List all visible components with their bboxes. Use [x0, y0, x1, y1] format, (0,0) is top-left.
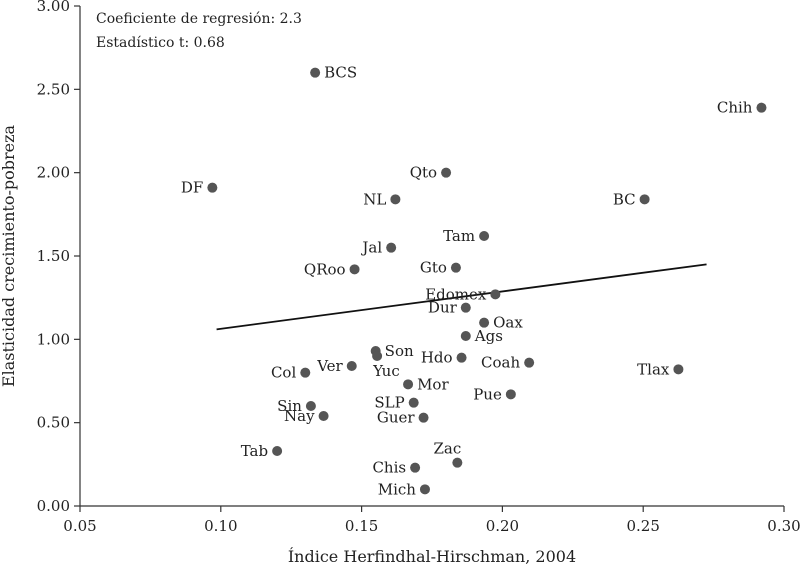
data-point-bcs: [310, 67, 321, 78]
data-point-bc: [639, 194, 650, 205]
point-label-bc: BC: [613, 190, 636, 208]
data-point-zac: [452, 457, 463, 468]
x-tick-label: 0.20: [486, 517, 519, 535]
regression-line: [216, 263, 707, 331]
data-point-tab: [272, 446, 283, 456]
y-tick-label: 1.50: [37, 247, 70, 265]
data-point-yuc: [372, 351, 383, 361]
axes: [79, 6, 784, 507]
point-label-hdo: Hdo: [421, 349, 453, 367]
point-label-bcs: BCS: [324, 64, 357, 82]
data-point-nay: [318, 411, 329, 421]
point-label-mich: Mich: [378, 480, 417, 498]
data-point-tlax: [673, 364, 684, 375]
x-ticks: 0.05 0.10 0.15 0.20 0.25 0.30: [63, 506, 800, 535]
data-point-mich: [419, 484, 430, 495]
data-point-mor: [403, 379, 414, 390]
point-label-guer: Guer: [377, 409, 416, 427]
y-tick-label: 1.00: [37, 330, 70, 348]
data-point-coah: [524, 357, 535, 368]
y-tick-label: 2.50: [37, 80, 70, 98]
data-point-jal: [386, 242, 397, 253]
point-label-edomex: Edomex: [425, 285, 487, 303]
data-point-qto: [441, 167, 452, 178]
point-label-pue: Pue: [473, 385, 502, 403]
point-label-chis: Chis: [372, 459, 406, 477]
point-label-slp: SLP: [374, 394, 404, 412]
data-point-qroo: [349, 264, 360, 275]
y-tick-label: 0.00: [37, 497, 70, 515]
data-point-pue: [505, 389, 516, 400]
point-label-chih: Chih: [717, 99, 753, 117]
t-statistic-annotation: Estadístico t: 0.68: [96, 35, 225, 51]
data-point-sin: [305, 401, 316, 411]
point-label-yuc: Yuc: [372, 362, 400, 380]
point-label-son: Son: [385, 342, 414, 360]
data-point-ver: [346, 361, 357, 371]
point-label-nl: NL: [363, 190, 386, 208]
y-axis-title: Elasticidad crecimiento-pobreza: [0, 124, 18, 387]
y-tick-label: 2.00: [37, 164, 70, 182]
data-point-oax: [479, 317, 490, 328]
data-point-dur: [460, 302, 471, 313]
x-tick-label: 0.15: [345, 517, 378, 535]
point-label-nay: Nay: [284, 407, 315, 425]
data-point-edomex: [490, 289, 501, 300]
data-point-df: [207, 182, 218, 193]
point-label-gto: Gto: [420, 259, 447, 277]
point-label-tlax: Tlax: [637, 360, 670, 378]
x-tick-label: 0.25: [626, 517, 659, 535]
data-point-chis: [410, 462, 421, 473]
point-label-qroo: QRoo: [304, 260, 346, 278]
regression-coefficient-annotation: Coeficiente de regresión: 2.3: [96, 11, 302, 27]
point-label-df: DF: [181, 179, 203, 197]
data-point-hdo: [456, 352, 467, 363]
x-tick-label: 0.10: [204, 517, 237, 535]
point-label-col: Col: [271, 364, 297, 382]
data-point-col: [300, 367, 311, 378]
point-label-dur: Dur: [428, 299, 458, 317]
data-point-tam: [479, 231, 490, 241]
x-tick-label: 0.05: [63, 517, 96, 535]
data-point-guer: [418, 412, 429, 423]
data-point-ags: [460, 331, 471, 341]
point-label-coah: Coah: [481, 354, 520, 372]
x-axis-title: Índice Herfindhal-Hirschman, 2004: [288, 546, 576, 566]
y-tick-label: 3.00: [37, 0, 70, 15]
point-label-tam: Tam: [443, 227, 475, 245]
y-tick-label: 0.50: [37, 414, 70, 432]
data-point-gto: [450, 262, 461, 273]
data-point-slp: [408, 397, 419, 408]
point-label-ags: Ags: [474, 327, 503, 345]
data-point-nl: [390, 194, 401, 205]
y-ticks: 0.00 0.50 1.00 1.50 2.00 2.50 3.00: [37, 0, 80, 515]
x-tick-label: 0.30: [767, 517, 800, 535]
point-label-zac: Zac: [433, 440, 461, 458]
point-label-oax: Oax: [493, 314, 523, 332]
point-label-ver: Ver: [316, 357, 343, 375]
point-label-tab: Tab: [241, 442, 268, 460]
point-label-mor: Mor: [417, 375, 449, 393]
point-label-sin: Sin: [277, 397, 302, 415]
point-label-qto: Qto: [410, 164, 437, 182]
data-point-chih: [756, 102, 767, 113]
point-label-jal: Jal: [360, 239, 382, 257]
